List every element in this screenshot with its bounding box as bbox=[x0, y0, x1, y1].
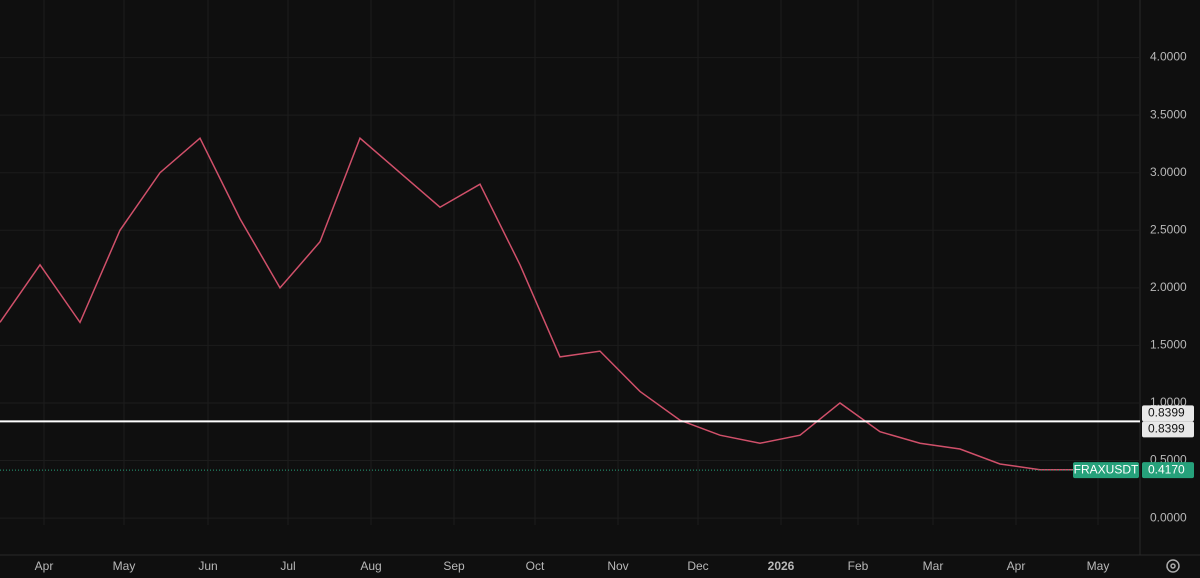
y-tick-label: 2.0000 bbox=[1150, 280, 1187, 294]
y-tick-label: 4.0000 bbox=[1150, 50, 1187, 64]
y-tick-label: 1.5000 bbox=[1150, 338, 1187, 352]
x-tick-label: May bbox=[113, 559, 136, 573]
price-label: 0.4170 bbox=[1148, 462, 1185, 476]
y-tick-label: 0.0000 bbox=[1150, 510, 1187, 524]
price-label: 0.8399 bbox=[1148, 406, 1185, 420]
x-tick-label: Apr bbox=[1007, 559, 1026, 573]
x-tick-label: Aug bbox=[360, 559, 381, 573]
x-tick-label: Mar bbox=[923, 559, 944, 573]
price-label-box bbox=[1142, 462, 1194, 479]
y-tick-label: 3.0000 bbox=[1150, 165, 1187, 179]
settings-icon[interactable] bbox=[1166, 559, 1180, 573]
x-tick-label: Feb bbox=[848, 559, 869, 573]
x-tick-label: May bbox=[1087, 559, 1110, 573]
x-tick-label: Sep bbox=[443, 559, 465, 573]
price-label-box bbox=[1142, 405, 1194, 422]
x-tick-label: Jul bbox=[280, 559, 295, 573]
gear-hub[interactable] bbox=[1170, 563, 1176, 569]
y-tick-label: 3.5000 bbox=[1150, 107, 1187, 121]
x-tick-label: Nov bbox=[607, 559, 628, 573]
symbol-box bbox=[1073, 462, 1139, 479]
symbol-label: FRAXUSDT bbox=[1074, 462, 1139, 476]
x-tick-label: Jun bbox=[198, 559, 217, 573]
price-line bbox=[0, 136, 1121, 471]
x-tick-label: Dec bbox=[687, 559, 708, 573]
price-label: 0.8399 bbox=[1148, 422, 1185, 436]
y-tick-label: 2.5000 bbox=[1150, 222, 1187, 236]
x-tick-label: Oct bbox=[526, 559, 545, 573]
x-tick-label: Apr bbox=[35, 559, 54, 573]
x-tick-label: 2026 bbox=[768, 559, 795, 573]
gear[interactable] bbox=[1166, 559, 1180, 573]
price-label-box bbox=[1142, 421, 1194, 438]
